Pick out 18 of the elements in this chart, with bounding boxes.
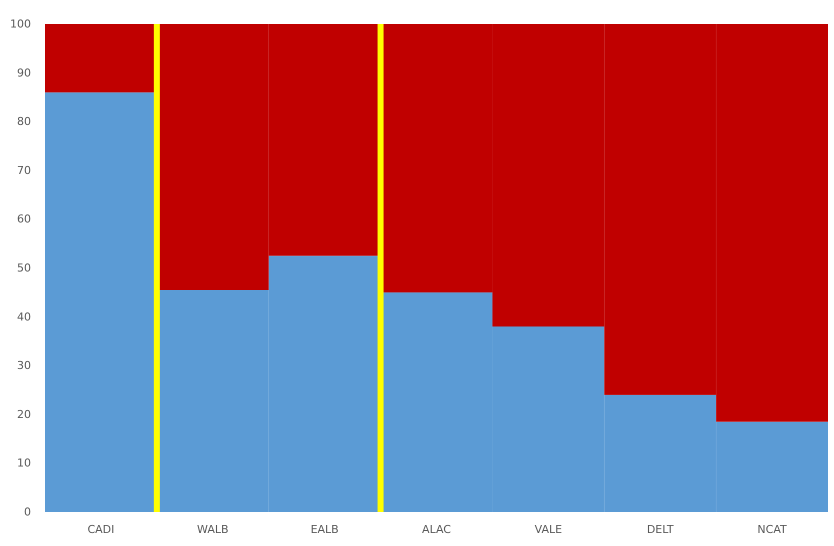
- x-tick-label: DELT: [646, 523, 674, 536]
- x-tick-label: CADI: [87, 523, 114, 536]
- y-tick-label: 30: [17, 359, 31, 372]
- x-tick-label: VALE: [534, 523, 562, 536]
- y-tick-label: 70: [17, 164, 31, 177]
- y-tick-label: 50: [17, 262, 31, 274]
- y-tick-label: 60: [17, 212, 31, 226]
- y-tick-label: 100: [10, 18, 31, 30]
- y-tick-label: 80: [17, 115, 31, 128]
- y-tick-label: 0: [24, 506, 31, 518]
- y-tick-label: 40: [17, 310, 31, 324]
- x-tick-label: NCAT: [757, 523, 787, 536]
- y-tick-label: 20: [17, 408, 31, 421]
- x-tick-label: EALB: [310, 523, 339, 536]
- x-tick-label: ALAC: [422, 523, 452, 536]
- y-tick-label: 10: [17, 456, 31, 470]
- x-tick-label: WALB: [197, 523, 229, 536]
- y-tick-label: 90: [17, 66, 31, 80]
